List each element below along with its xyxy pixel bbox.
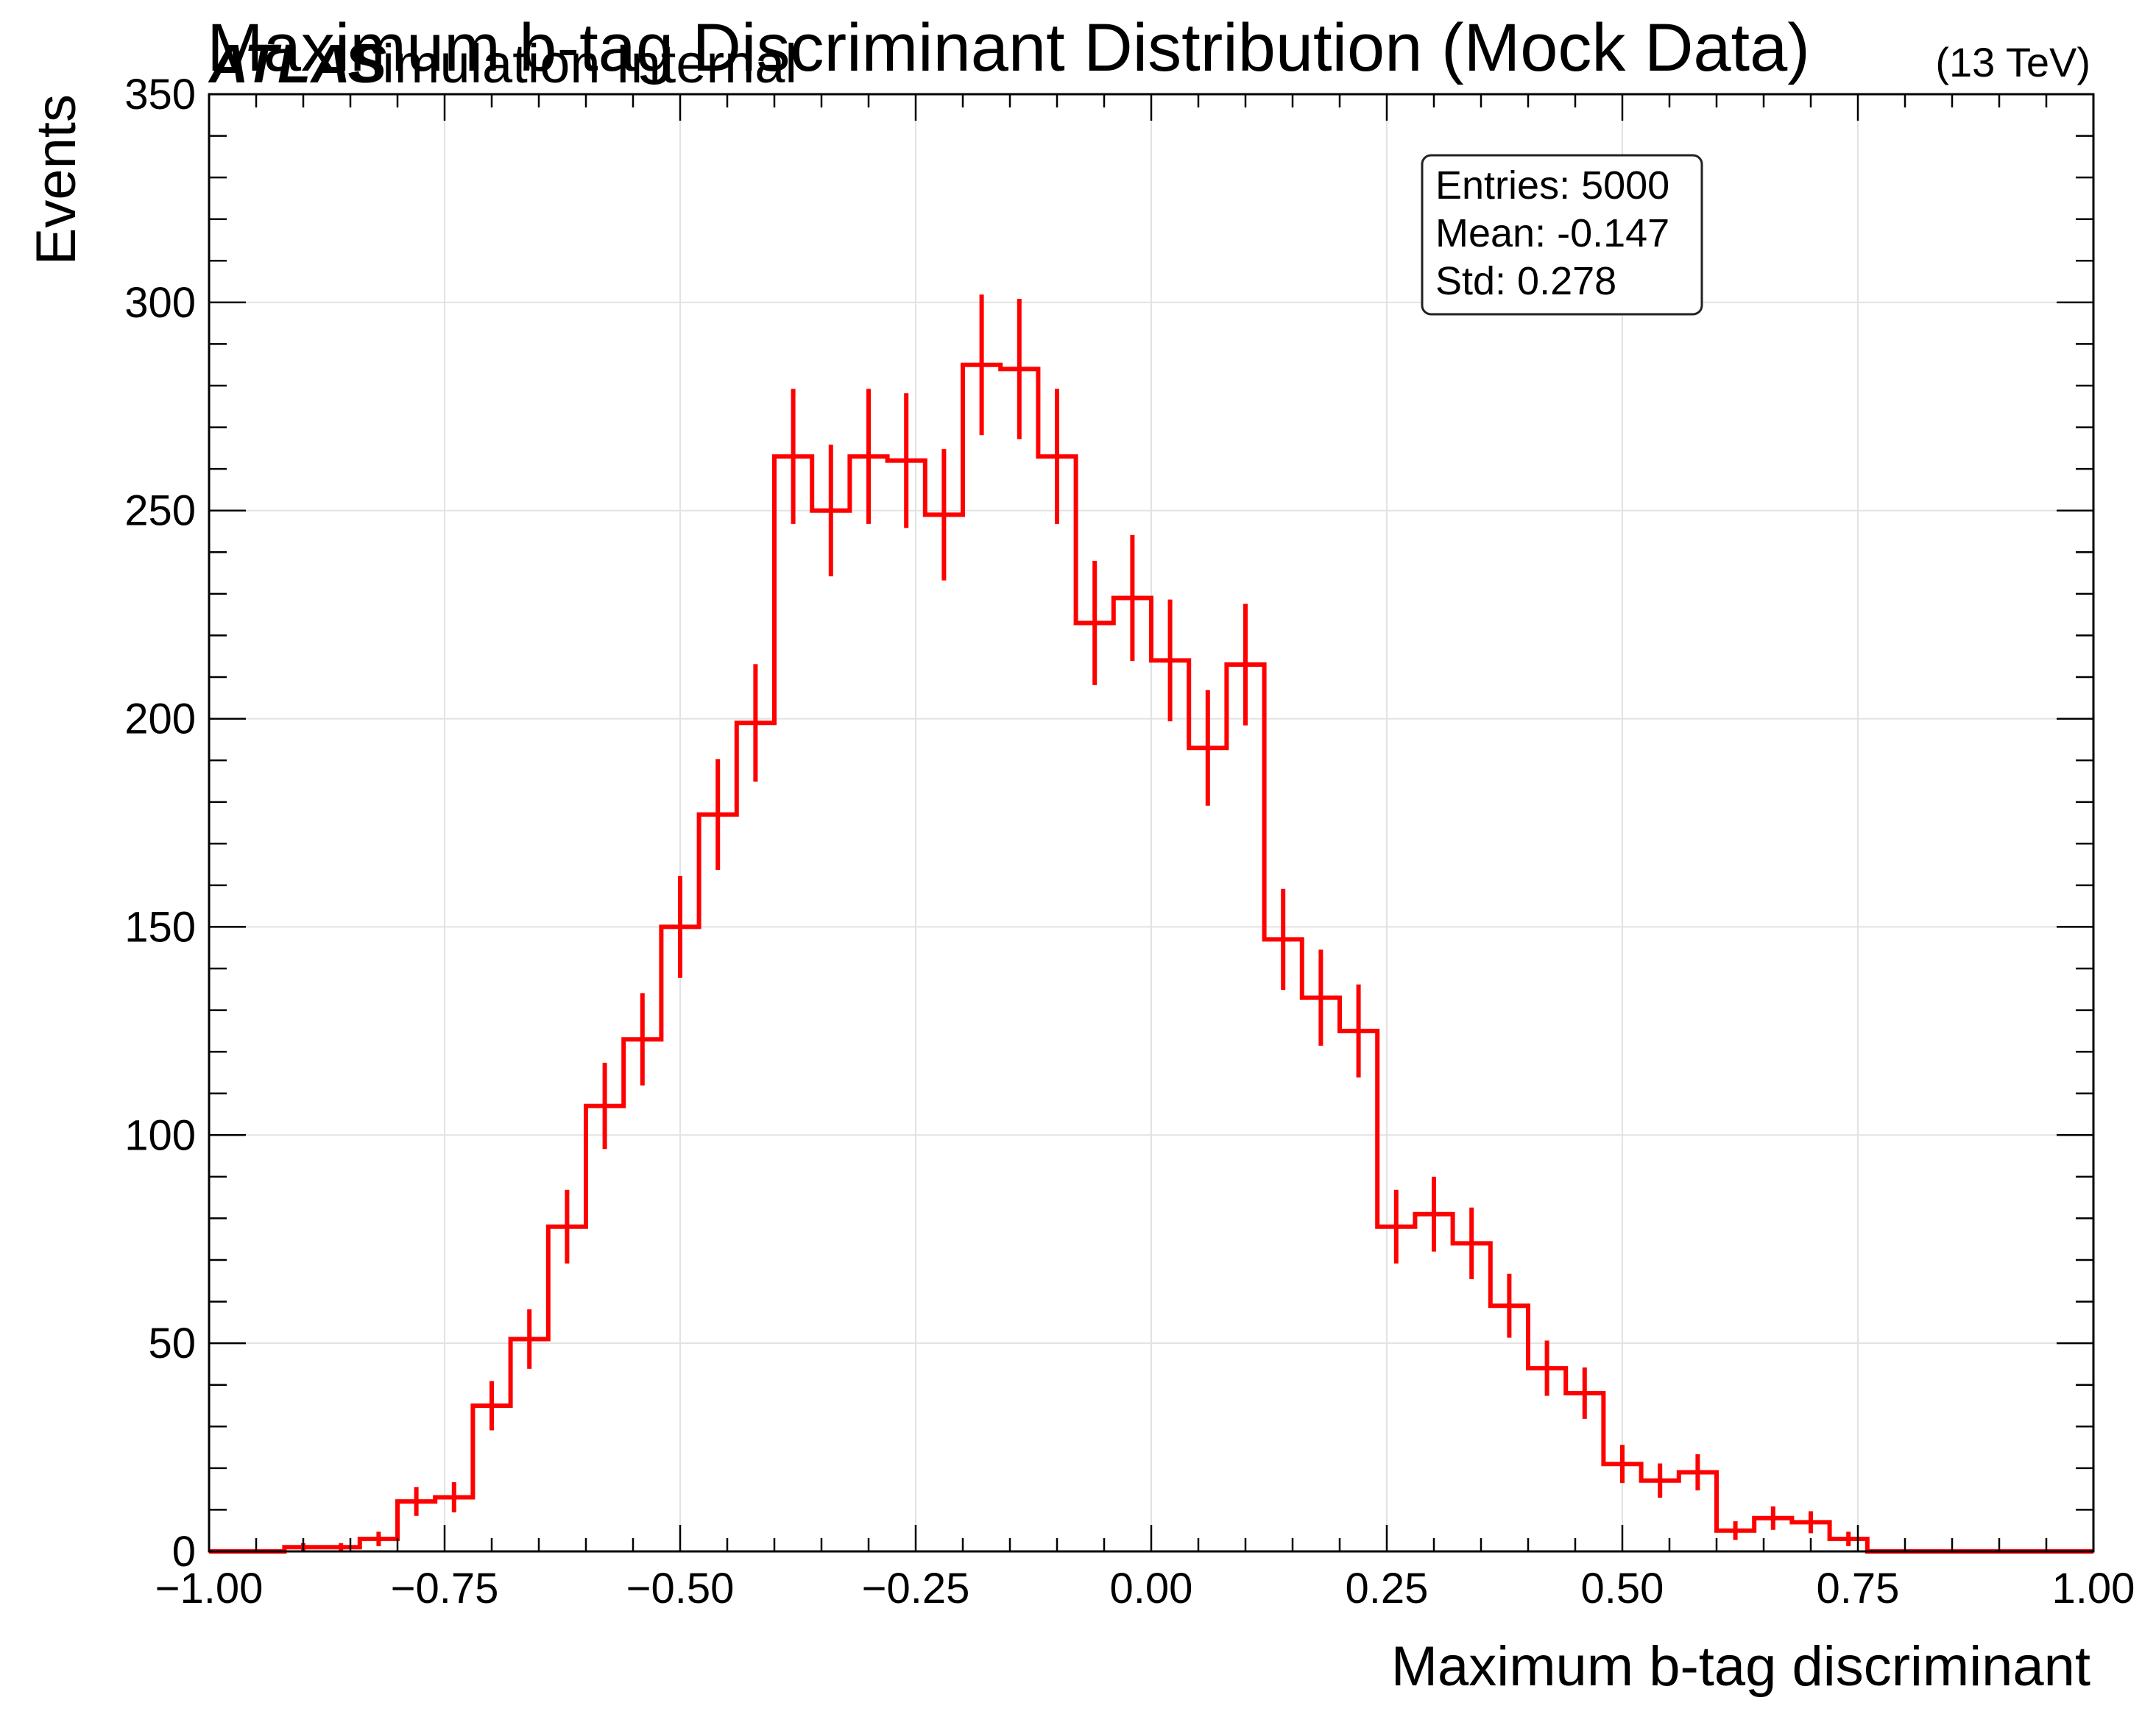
x-tick-label: 0.50 (1581, 1565, 1664, 1612)
y-tick-label: 50 (148, 1320, 196, 1367)
chart-title: Maximum b-tag Discriminant Distribution … (207, 10, 1810, 85)
x-tick-label: 1.00 (2052, 1565, 2135, 1612)
y-tick-labels: 0 50 100 150 200 250 300 350 (124, 71, 196, 1576)
y-tick-label: 100 (124, 1111, 196, 1159)
stats-std: Std: 0.278 (1435, 259, 1616, 303)
x-tick-label: 0.25 (1346, 1565, 1429, 1612)
stats-entries: Entries: 5000 (1435, 163, 1669, 208)
grid-lines (209, 94, 2093, 1551)
y-tick-label: 0 (172, 1528, 196, 1576)
histogram-step-line (209, 362, 2093, 1554)
x-tick-label: −0.25 (862, 1565, 970, 1612)
x-tick-label: −1.00 (155, 1565, 264, 1612)
experiment-sublabel: Simulation Internal (346, 33, 797, 94)
stats-box: Entries: 5000 Mean: -0.147 Std: 0.278 (1421, 154, 1703, 316)
axis-ticks (208, 93, 2095, 1553)
stats-box-frame (1421, 154, 1703, 316)
histogram-series (209, 362, 2093, 1554)
y-tick-label: 150 (124, 903, 196, 951)
y-tick-label: 200 (124, 695, 196, 743)
y-axis-label: Events (25, 94, 88, 265)
x-tick-label: 0.00 (1110, 1565, 1193, 1612)
x-axis-label: Maximum b-tag discriminant (1391, 1635, 2090, 1698)
y-tick-label: 350 (124, 71, 196, 118)
energy-label: (13 TeV) (1935, 39, 2090, 85)
x-tick-label: −0.50 (626, 1565, 735, 1612)
y-tick-label: 300 (124, 279, 196, 327)
stats-mean: Mean: -0.147 (1435, 211, 1669, 255)
x-tick-label: 0.75 (1817, 1565, 1900, 1612)
y-tick-label: 250 (124, 487, 196, 535)
experiment-label: ATLAS (208, 33, 386, 94)
error-bars (301, 294, 1851, 1551)
x-tick-labels: −1.00 −0.75 −0.50 −0.25 0.00 0.25 0.50 0.75 1.00 (155, 1565, 2135, 1612)
x-tick-label: −0.75 (391, 1565, 499, 1612)
